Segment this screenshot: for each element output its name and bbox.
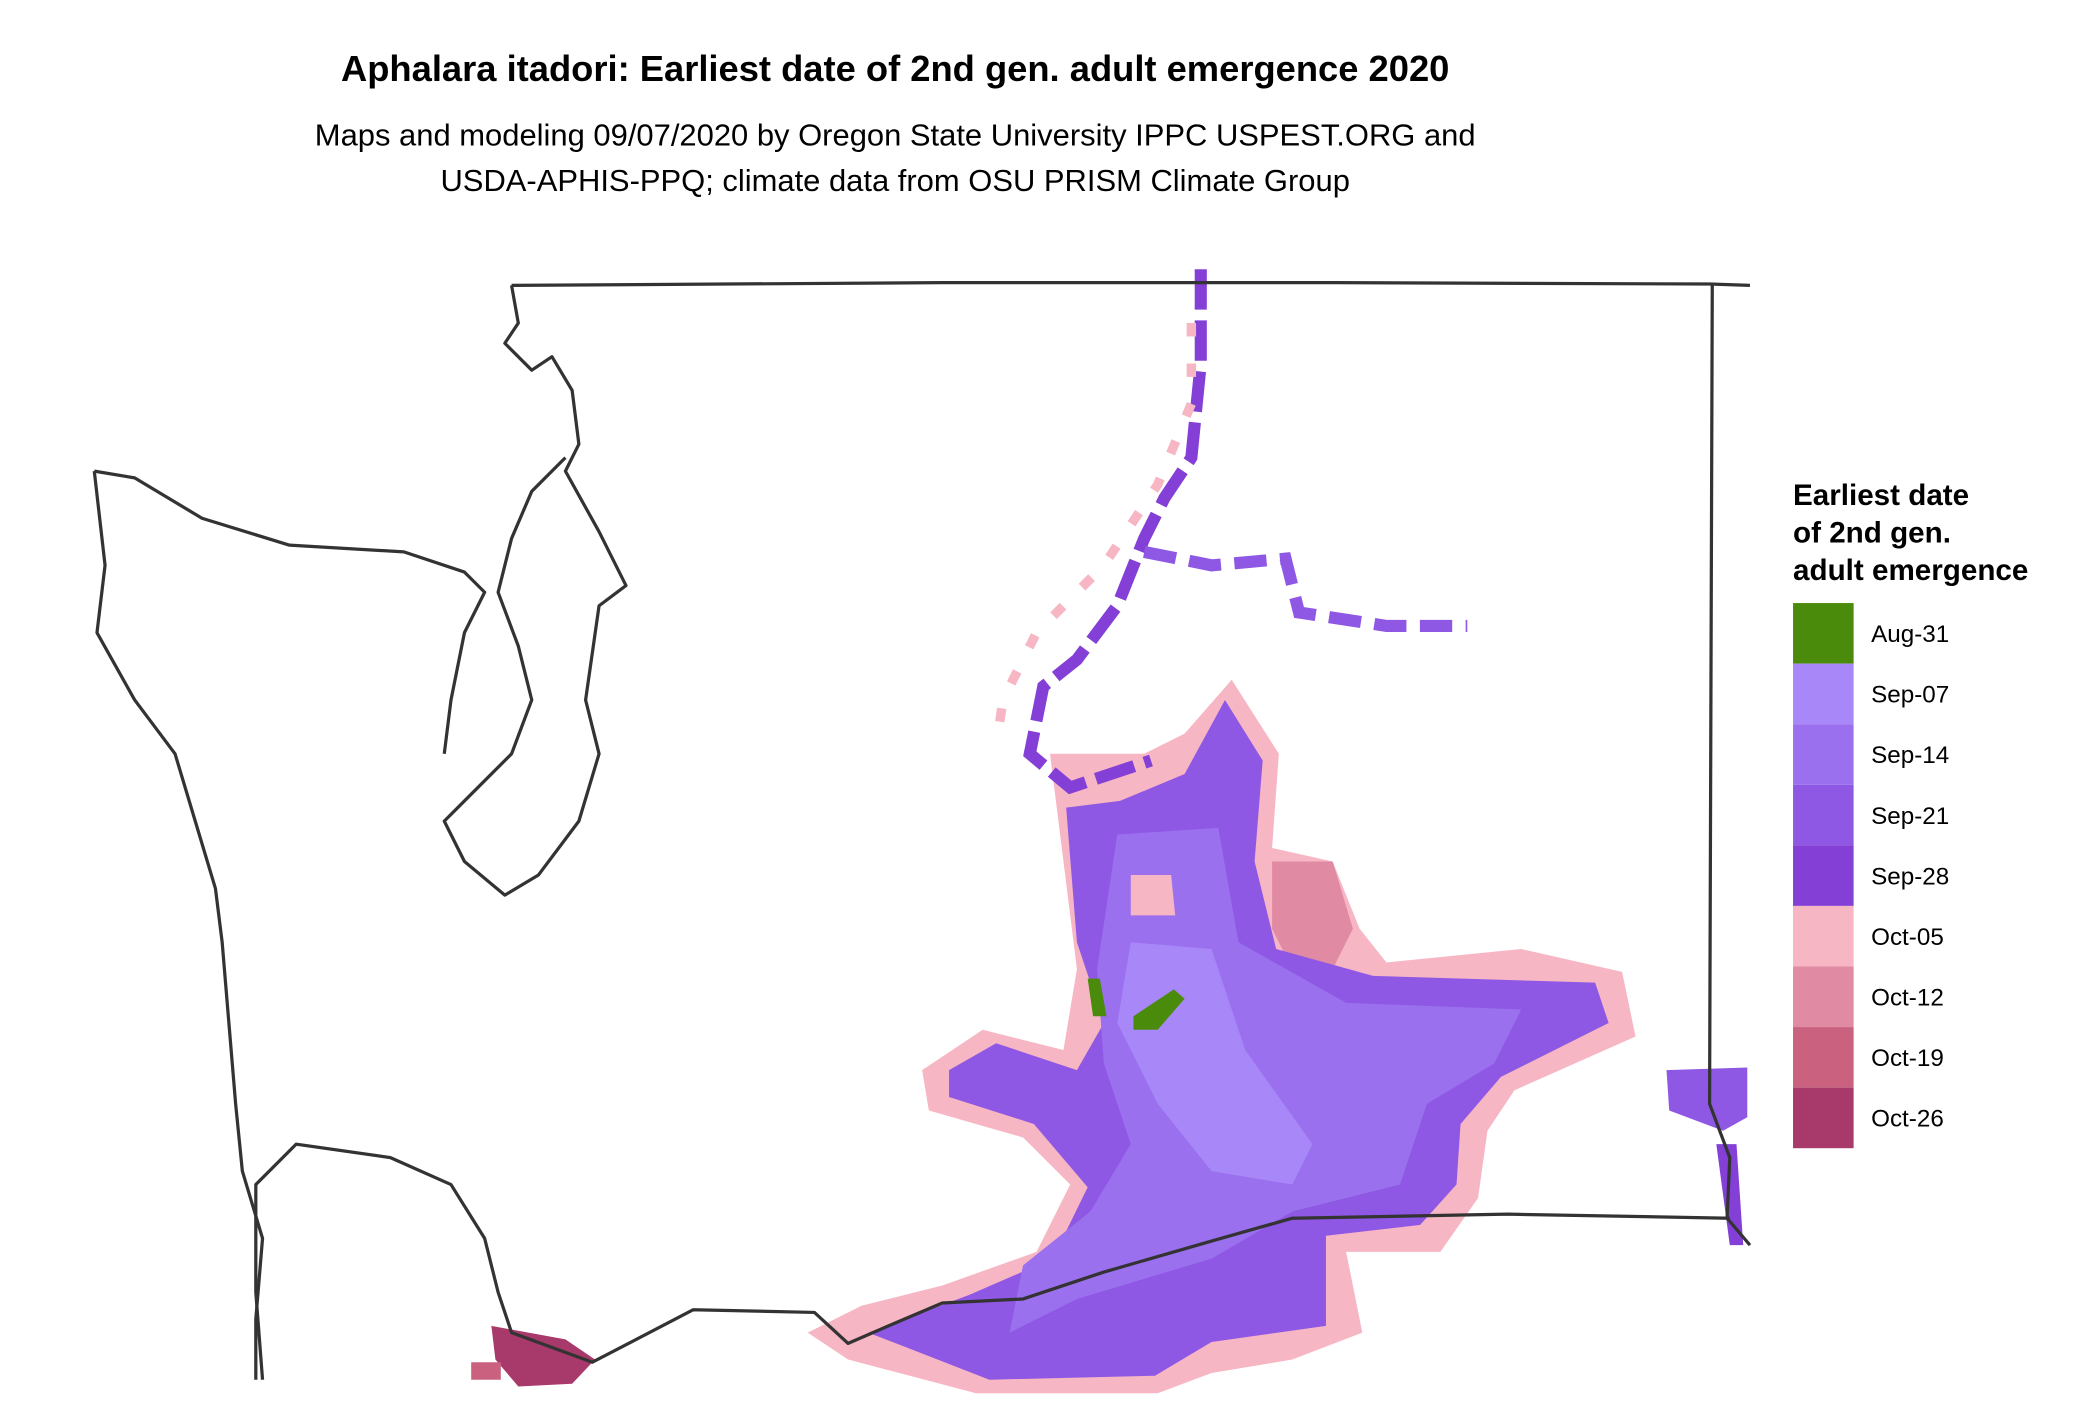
legend-label: Sep-21 <box>1871 803 1949 830</box>
legend-swatch <box>1793 966 1854 1028</box>
legend-swatch <box>1793 1027 1854 1088</box>
legend-label: Oct-26 <box>1871 1106 1944 1133</box>
legend-swatch <box>1793 784 1854 846</box>
legend-title: adult emergence <box>1793 554 2028 587</box>
legend-label: Sep-28 <box>1871 863 1949 890</box>
zone <box>1272 861 1353 970</box>
legend-label: Oct-12 <box>1871 985 1944 1012</box>
zone <box>1130 874 1176 916</box>
zone <box>1087 978 1107 1017</box>
legend-label: Sep-14 <box>1871 742 1949 769</box>
subtitle: Maps and modeling 09/07/2020 by Oregon S… <box>315 117 1476 152</box>
legend-swatch <box>1793 1087 1854 1149</box>
zone <box>1666 1067 1748 1131</box>
legend-label: Oct-19 <box>1871 1045 1944 1072</box>
zone <box>1133 989 1185 1030</box>
legend-label: Sep-07 <box>1871 682 1949 709</box>
zone-strip <box>1023 269 1207 795</box>
legend-swatch <box>1793 724 1854 785</box>
emergence-raster <box>471 269 1748 1394</box>
legend-label: Aug-31 <box>1871 621 1949 648</box>
legend-swatch <box>1793 663 1854 725</box>
legend-swatch <box>1793 905 1854 967</box>
subtitle: USDA-APHIS-PPQ; climate data from OSU PR… <box>440 163 1349 198</box>
title: Aphalara itadori: Earliest date of 2nd g… <box>341 48 1449 89</box>
zone <box>471 1362 501 1380</box>
legend-swatch <box>1793 603 1854 664</box>
zone-strip <box>1143 545 1468 632</box>
legend-swatch <box>1793 845 1854 906</box>
zone-strip <box>991 323 1197 748</box>
legend-title: of 2nd gen. <box>1793 516 1951 549</box>
zone <box>491 1325 596 1387</box>
legend-title: Earliest date <box>1793 479 1969 512</box>
legend-label: Oct-05 <box>1871 924 1944 951</box>
state-outline <box>92 281 1752 1380</box>
zone <box>1716 1144 1744 1246</box>
legend: Earliest date of 2nd gen. adult emergence A… <box>1793 479 2028 1149</box>
